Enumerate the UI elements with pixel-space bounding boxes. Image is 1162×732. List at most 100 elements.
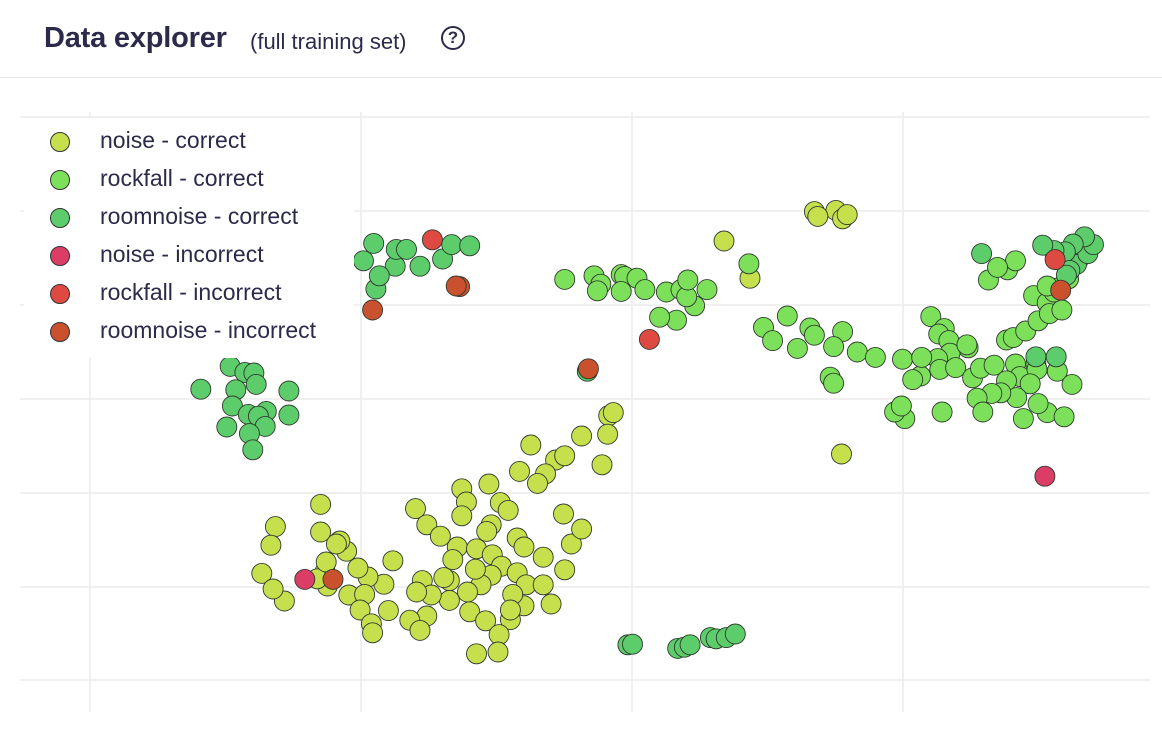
data-point-series-0[interactable]: [487, 641, 509, 663]
data-point-series-0[interactable]: [553, 503, 574, 525]
data-point-series-3[interactable]: [1034, 465, 1056, 487]
data-point-series-2[interactable]: [245, 373, 267, 395]
data-point-series-1[interactable]: [1053, 406, 1075, 428]
data-point-series-0[interactable]: [262, 578, 284, 600]
data-point-series-2[interactable]: [459, 235, 481, 257]
data-point-series-1[interactable]: [1061, 373, 1083, 395]
data-point-series-5[interactable]: [577, 358, 599, 380]
data-point-series-2[interactable]: [216, 416, 238, 438]
data-point-series-2[interactable]: [724, 623, 746, 645]
question-circle-icon[interactable]: ?: [441, 26, 465, 50]
data-point-series-1[interactable]: [677, 269, 699, 291]
data-point-series-0[interactable]: [362, 622, 384, 644]
data-point-series-3[interactable]: [294, 568, 316, 590]
data-point-series-1[interactable]: [823, 336, 845, 358]
data-point-series-0[interactable]: [347, 557, 369, 579]
data-point-series-1[interactable]: [911, 346, 933, 368]
data-point-series-0[interactable]: [251, 562, 273, 584]
data-point-series-1[interactable]: [786, 337, 808, 359]
data-point-series-1[interactable]: [945, 357, 967, 379]
data-point-series-1[interactable]: [1051, 299, 1073, 321]
data-point-series-0[interactable]: [527, 472, 548, 494]
data-point-series-0[interactable]: [713, 230, 735, 252]
data-point-series-0[interactable]: [488, 624, 510, 646]
data-point-series-0[interactable]: [571, 518, 593, 540]
data-point-series-0[interactable]: [451, 505, 473, 527]
legend-item[interactable]: rockfall - correct: [24, 156, 354, 194]
legend-item[interactable]: noise - incorrect: [24, 232, 354, 270]
legend-item[interactable]: roomnoise - incorrect: [24, 308, 354, 346]
data-point-series-1[interactable]: [864, 346, 886, 368]
data-point-series-2[interactable]: [622, 633, 643, 655]
data-point-series-1[interactable]: [902, 369, 924, 391]
data-point-series-0[interactable]: [464, 558, 486, 580]
data-point-series-1[interactable]: [649, 306, 671, 328]
data-point-series-0[interactable]: [457, 581, 478, 603]
data-point-series-0[interactable]: [591, 454, 613, 476]
data-point-series-0[interactable]: [513, 536, 535, 558]
data-point-series-0[interactable]: [349, 599, 371, 621]
data-point-series-5[interactable]: [1050, 279, 1072, 301]
data-point-series-1[interactable]: [696, 279, 718, 301]
data-point-series-1[interactable]: [931, 401, 953, 423]
data-point-series-0[interactable]: [475, 610, 497, 632]
data-point-series-0[interactable]: [442, 549, 464, 571]
data-point-series-4[interactable]: [421, 229, 443, 251]
data-point-series-0[interactable]: [499, 599, 521, 621]
legend-item[interactable]: noise - correct: [24, 118, 354, 156]
data-point-series-2[interactable]: [1032, 234, 1054, 256]
data-point-series-0[interactable]: [438, 589, 460, 611]
data-point-series-0[interactable]: [602, 402, 624, 424]
data-point-series-1[interactable]: [823, 372, 845, 394]
data-point-series-1[interactable]: [762, 330, 784, 352]
data-point-series-1[interactable]: [920, 306, 942, 328]
data-point-series-4[interactable]: [638, 328, 660, 350]
data-point-series-0[interactable]: [377, 600, 399, 622]
data-point-series-2[interactable]: [1045, 346, 1067, 368]
data-point-series-1[interactable]: [987, 256, 1008, 278]
legend-item[interactable]: rockfall - incorrect: [24, 270, 354, 308]
data-point-series-5[interactable]: [322, 568, 344, 590]
data-point-series-0[interactable]: [466, 643, 487, 665]
data-point-series-2[interactable]: [971, 243, 993, 265]
data-point-series-0[interactable]: [406, 581, 428, 603]
data-point-series-0[interactable]: [429, 525, 451, 547]
data-point-series-0[interactable]: [554, 559, 576, 581]
data-point-series-0[interactable]: [520, 434, 542, 456]
data-point-series-0[interactable]: [836, 204, 858, 226]
data-point-series-0[interactable]: [405, 498, 426, 520]
data-point-series-2[interactable]: [190, 378, 212, 400]
data-point-series-1[interactable]: [554, 268, 576, 290]
data-point-series-2[interactable]: [363, 232, 385, 254]
data-point-series-1[interactable]: [983, 354, 1005, 376]
data-point-series-1[interactable]: [846, 341, 868, 363]
data-point-series-0[interactable]: [497, 499, 519, 521]
data-point-series-0[interactable]: [478, 473, 500, 495]
data-point-series-0[interactable]: [433, 567, 455, 589]
data-point-series-0[interactable]: [382, 550, 404, 572]
data-point-series-5[interactable]: [362, 299, 384, 321]
data-point-series-1[interactable]: [776, 305, 798, 327]
data-point-series-1[interactable]: [956, 334, 978, 356]
data-point-series-2[interactable]: [441, 234, 463, 256]
data-point-series-0[interactable]: [325, 533, 347, 555]
data-point-series-1[interactable]: [1005, 250, 1026, 272]
data-point-series-0[interactable]: [831, 443, 852, 465]
data-point-series-0[interactable]: [807, 205, 829, 227]
data-point-series-1[interactable]: [634, 279, 656, 301]
data-point-series-0[interactable]: [459, 601, 481, 623]
data-point-series-4[interactable]: [1044, 249, 1066, 271]
data-point-series-1[interactable]: [972, 401, 994, 423]
data-point-series-0[interactable]: [509, 460, 530, 482]
legend-item[interactable]: roomnoise - correct: [24, 194, 354, 232]
data-point-series-2[interactable]: [396, 238, 417, 260]
data-point-series-0[interactable]: [409, 619, 431, 641]
data-point-series-0[interactable]: [532, 546, 554, 568]
data-point-series-0[interactable]: [540, 593, 562, 615]
data-point-series-1[interactable]: [1012, 408, 1034, 430]
data-point-series-0[interactable]: [416, 514, 438, 536]
data-point-series-0[interactable]: [260, 534, 282, 556]
data-point-series-1[interactable]: [1019, 373, 1041, 395]
data-point-series-1[interactable]: [803, 324, 825, 346]
data-point-series-0[interactable]: [476, 520, 498, 542]
